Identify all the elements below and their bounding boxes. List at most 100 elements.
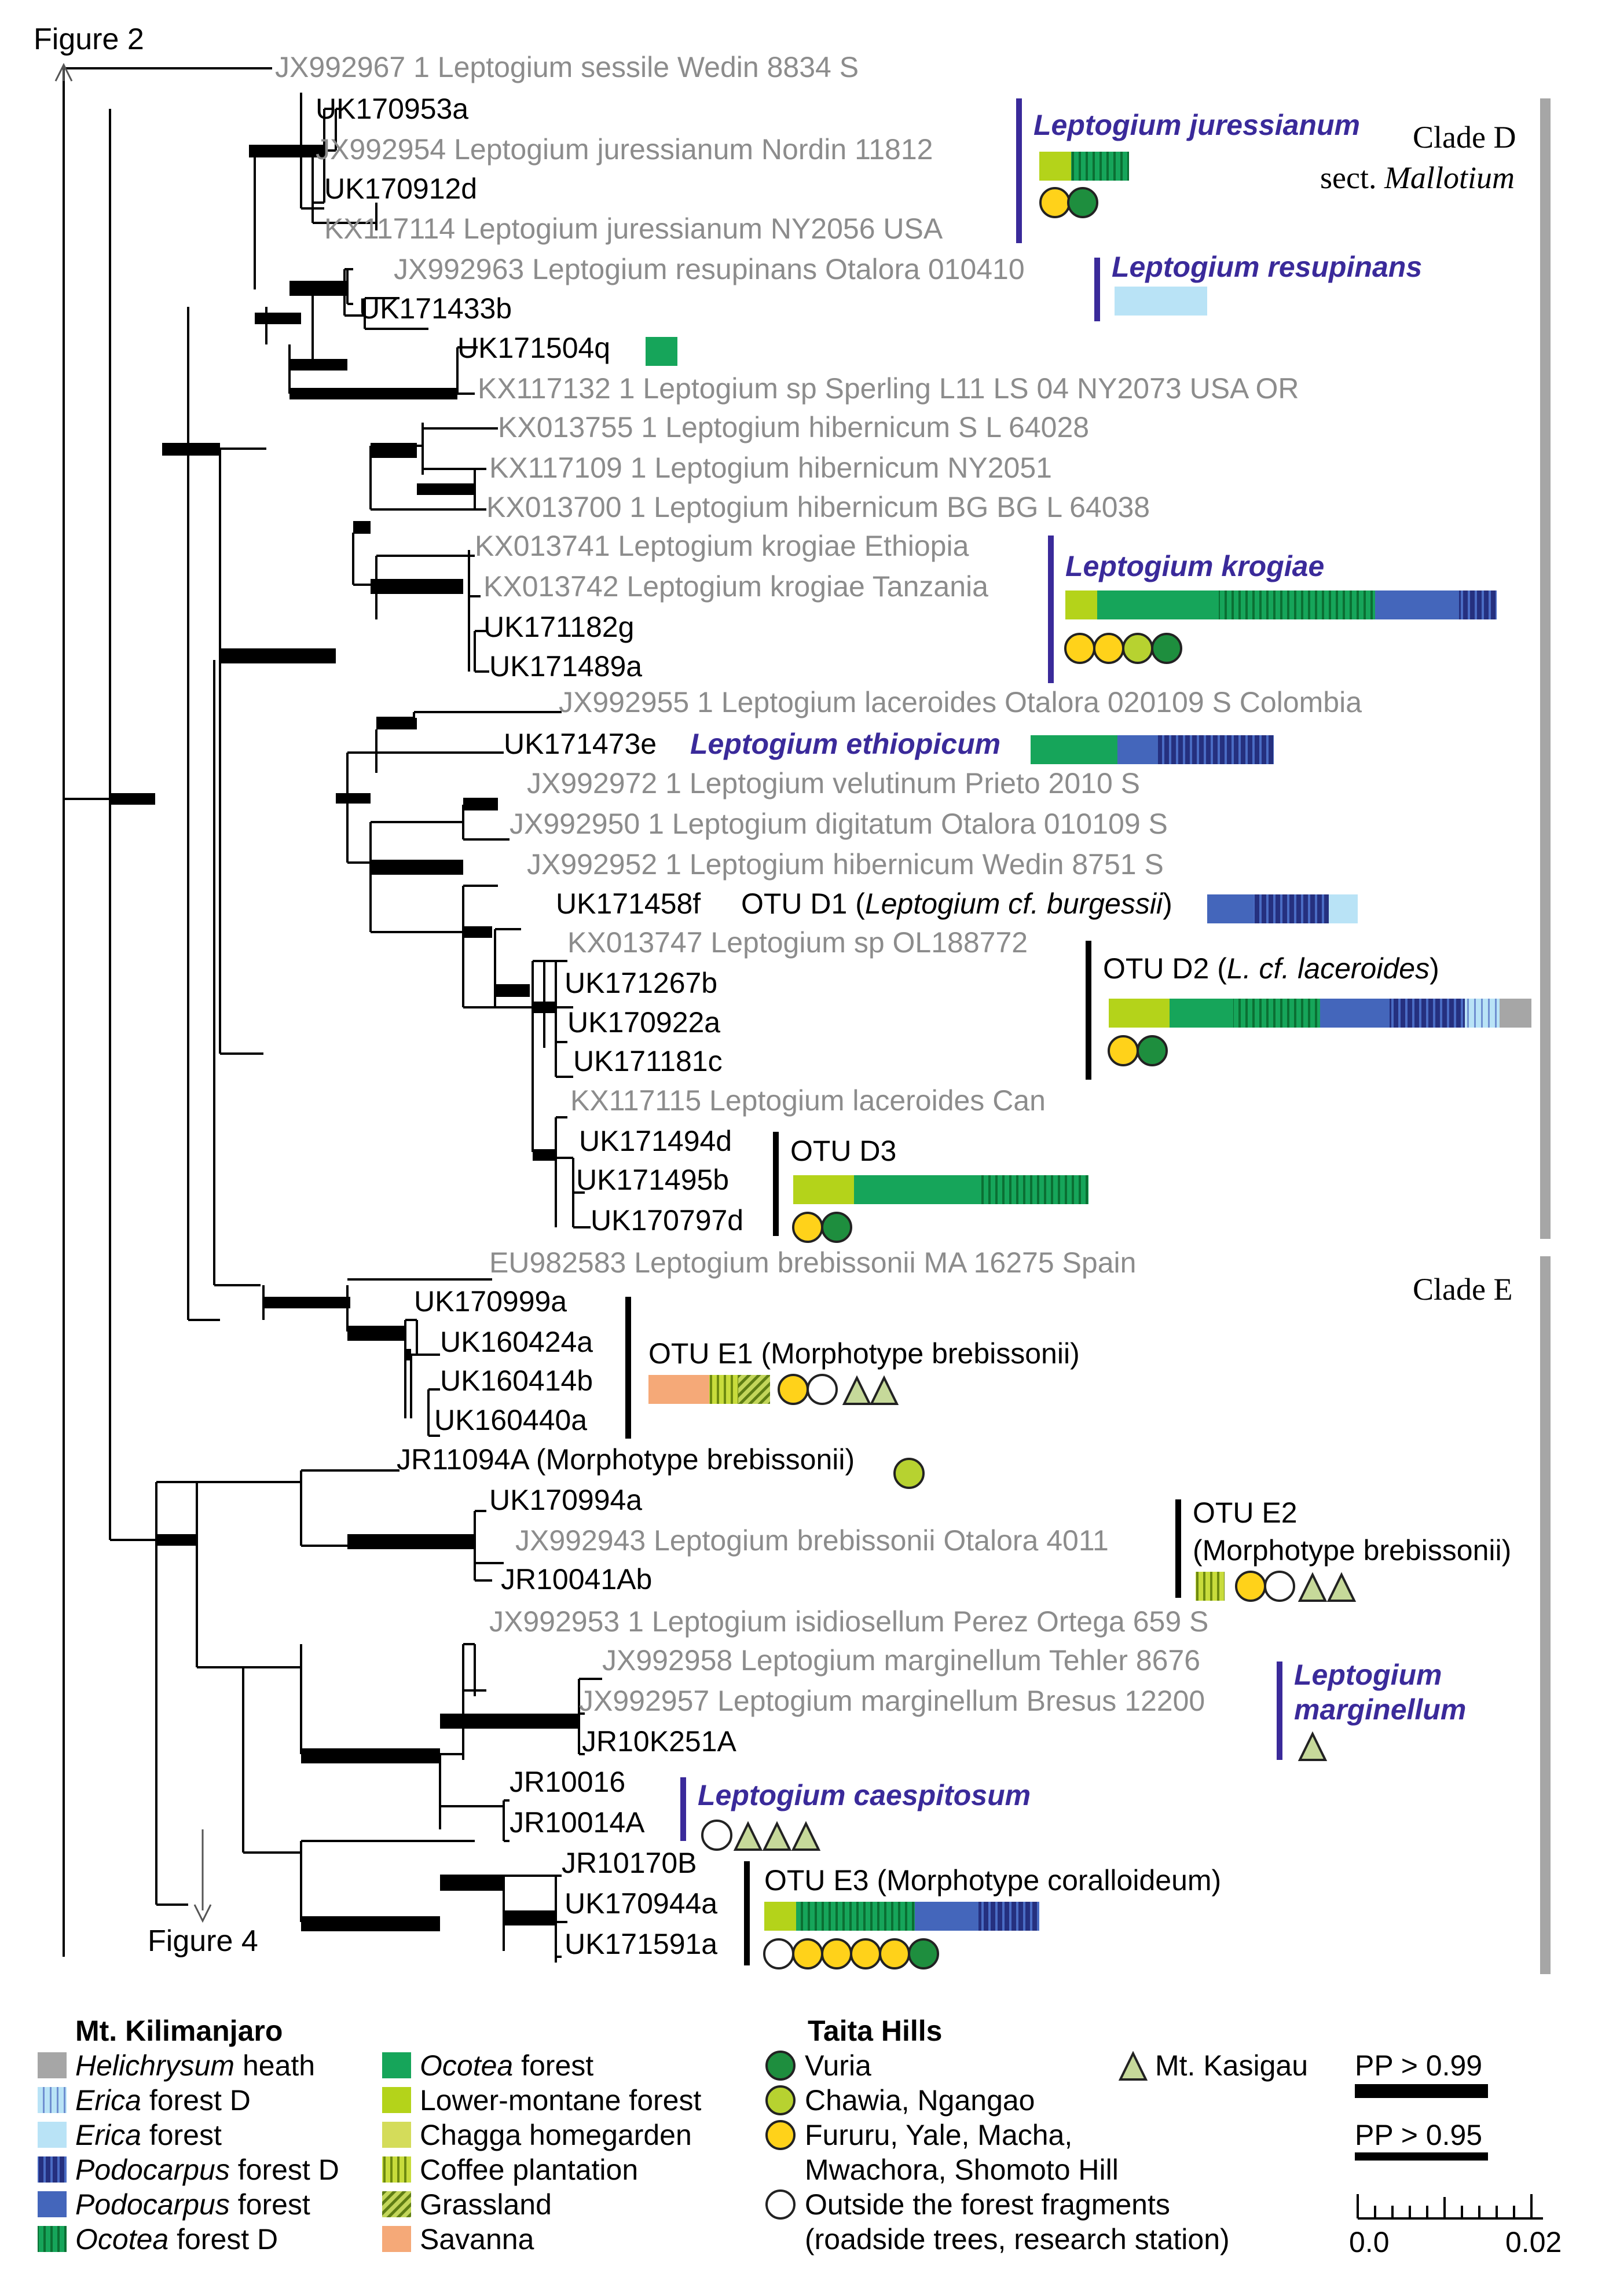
legend-savanna: Savanna: [420, 2223, 534, 2255]
kasigau-marker-icon: [1118, 2051, 1148, 2081]
legend-kilimanjaro-title: Mt. Kilimanjaro: [75, 2015, 283, 2047]
scale-bar: [1357, 2194, 1543, 2220]
leaf-label: KX117115 Leptogium laceroides Can: [570, 1084, 1046, 1117]
legend-pp95: PP > 0.95: [1355, 2119, 1482, 2151]
legend-swatch: [382, 2156, 411, 2183]
leaf-label: JX992953 1 Leptogium isidiosellum Perez …: [489, 1605, 1208, 1638]
species-label: marginellum: [1294, 1693, 1466, 1726]
leaf-label: EU982583 Leptogium brebissonii MA 16275 …: [489, 1246, 1136, 1279]
leaf-label: JX992972 1 Leptogium velutinum Prieto 20…: [527, 767, 1140, 799]
otu-d3-label: OTU D3: [790, 1135, 896, 1167]
leaf-label: JX992957 Leptogium marginellum Bresus 12…: [579, 1685, 1205, 1717]
species-brackets: [625, 98, 1282, 1965]
scale-min: 0.0: [1349, 2226, 1390, 2258]
leaf-label: JR11094A (Morphotype brebissonii): [397, 1443, 855, 1476]
figure-labels: Figure 2 Figure 4 Clade D sect. Mallotiu…: [34, 23, 1551, 1974]
legend-swatch: [38, 2156, 67, 2183]
clade-d-label: Clade D: [1413, 120, 1516, 155]
leaf-label: JX992963 Leptogium resupinans Otalora 01…: [394, 253, 1025, 285]
legend-outside: Outside the forest fragments: [805, 2188, 1170, 2221]
otu-e1-label: OTU E1 (Morphotype brebissonii): [648, 1337, 1080, 1370]
pp99-bar: [1355, 2084, 1488, 2098]
legend-swatch: [382, 2191, 411, 2217]
legend-kasigau: Mt. Kasigau: [1155, 2049, 1308, 2082]
legend-fururu: Mwachora, Shomoto Hill: [805, 2154, 1119, 2186]
otu-e3-label: OTU E3 (Morphotype coralloideum): [764, 1864, 1221, 1897]
chawia-marker-icon: [765, 2085, 796, 2115]
fururu-marker-icon: [765, 2120, 796, 2150]
legend-erica: Erica forest: [75, 2119, 222, 2151]
legend-taita-title: Taita Hills: [808, 2015, 942, 2047]
leaf-label: UK160440a: [434, 1404, 587, 1436]
leaf-label: UK170999a: [414, 1285, 567, 1318]
leaf-labels: JX992967 1 Leptogium sessile Wedin 8834 …: [275, 51, 1362, 1960]
species-labels: Leptogium juressianum Leptogium resupina…: [690, 109, 1466, 1811]
leaf-label: KX013742 Leptogium krogiae Tanzania: [483, 570, 988, 603]
leaf-label: UK160414b: [440, 1365, 593, 1397]
leaf-label: KX013755 1 Leptogium hibernicum S L 6402…: [498, 411, 1089, 443]
species-label: Leptogium: [1294, 1659, 1442, 1691]
legend-vuria: Vuria: [805, 2049, 871, 2082]
legend-fururu: Fururu, Yale, Macha,: [805, 2119, 1072, 2151]
leaf-label: UK171591a: [565, 1928, 717, 1960]
otu-e2-label: (Morphotype brebissonii): [1193, 1534, 1511, 1567]
leaf-label: JR10016: [510, 1766, 625, 1798]
leaf-label: UK171504q: [457, 332, 610, 364]
leaf-label: UK171433b: [359, 292, 512, 325]
leaf-label: JX992950 1 Leptogium digitatum Otalora 0…: [510, 808, 1168, 840]
support-bars: [110, 145, 579, 1931]
leaf-label: KX117114 Leptogium juressianum NY2056 US…: [324, 212, 943, 245]
clade-e-bar: [1540, 1256, 1551, 1974]
legend-swatch: [38, 2226, 67, 2252]
legend-lower-montane: Lower-montane forest: [420, 2084, 701, 2117]
clade-d-bar: [1540, 98, 1551, 1239]
legend-swatch: [38, 2191, 67, 2217]
leaf-label: JR10041Ab: [501, 1563, 652, 1596]
leaf-label: UK171181c: [573, 1045, 723, 1077]
locality-markers: [701, 187, 1357, 1969]
outside-marker-icon: [765, 2189, 796, 2220]
leaf-label: UK170922a: [567, 1006, 720, 1039]
pp95-bar: [1355, 2152, 1488, 2161]
vuria-marker-icon: [765, 2051, 796, 2081]
legend: Mt. Kilimanjaro Helichrysum heath Erica …: [38, 2015, 1562, 2258]
species-label: Leptogium caespitosum: [698, 1779, 1031, 1811]
leaf-label: KX117132 1 Leptogium sp Sperling L11 LS …: [478, 372, 1299, 405]
legend-swatch: [38, 2122, 67, 2148]
leaf-label: UK171473e: [504, 728, 657, 760]
arrow-down-icon: [193, 1904, 212, 1923]
leaf-label: UK170953a: [316, 93, 468, 125]
legend-swatch: [38, 2087, 67, 2113]
leaf-label: UK171182g: [483, 611, 634, 643]
scale-max: 0.02: [1505, 2226, 1562, 2258]
otu-d2-label: OTU D2 (L. cf. laceroides): [1103, 952, 1439, 985]
leaf-label: JX992943 Leptogium brebissonii Otalora 4…: [515, 1524, 1109, 1557]
legend-swatch: [382, 2226, 411, 2252]
legend-chawia: Chawia, Ngangao: [805, 2084, 1035, 2117]
species-label: Leptogium resupinans: [1112, 251, 1422, 283]
legend-erica-d: Erica forest D: [75, 2084, 251, 2117]
species-label: Leptogium krogiae: [1065, 550, 1324, 582]
leaf-label: UK171458f: [556, 887, 701, 920]
leaf-label: UK171489a: [489, 650, 642, 683]
leaf-label: JX992954 Leptogium juressianum Nordin 11…: [316, 133, 933, 166]
legend-chagga: Chagga homegarden: [420, 2119, 692, 2151]
leaf-label: JR10170B: [562, 1847, 697, 1879]
arrow-up-icon: [54, 63, 73, 82]
leaf-label: UK170994a: [489, 1484, 642, 1516]
legend-podocarpus-d: Podocarpus forest D: [75, 2154, 339, 2186]
otu-labels: OTU D1 (Leptogium cf. burgessii) OTU D2 …: [648, 887, 1511, 1897]
figure-title: Figure 2: [34, 23, 144, 56]
leaf-label: KX013741 Leptogium krogiae Ethiopia: [475, 530, 969, 562]
species-label: Leptogium ethiopicum: [690, 728, 1000, 760]
leaf-label: JX992952 1 Leptogium hibernicum Wedin 87…: [527, 848, 1164, 881]
habitat-bars: [646, 152, 1531, 1931]
clade-e-label: Clade E: [1413, 1272, 1512, 1307]
legend-ocotea-d: Ocotea forest D: [75, 2223, 278, 2255]
legend-grassland: Grassland: [420, 2188, 552, 2221]
leaf-label: JX992967 1 Leptogium sessile Wedin 8834 …: [275, 51, 859, 83]
legend-swatch: [382, 2122, 411, 2148]
leaf-label: KX117109 1 Leptogium hibernicum NY2051: [489, 452, 1052, 484]
leaf-label: UK171494d: [579, 1125, 732, 1157]
